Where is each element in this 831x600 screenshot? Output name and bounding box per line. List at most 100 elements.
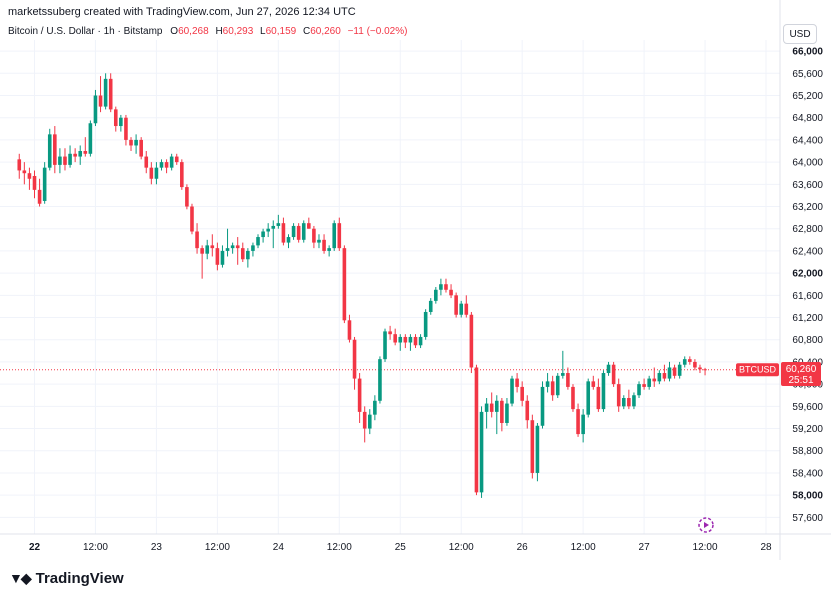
candle-body (555, 375, 560, 396)
candle (235, 237, 240, 265)
close-label: C (302, 26, 311, 37)
candle-body (561, 373, 565, 376)
candle (698, 364, 702, 374)
candle (93, 89, 98, 127)
candle (652, 367, 657, 387)
candle-body (337, 223, 342, 249)
candle (129, 137, 133, 152)
high-label: H (215, 26, 223, 37)
tradingview-logo[interactable]: ▼◆ TradingView (9, 570, 124, 587)
candle-body (672, 367, 677, 376)
candle-body (164, 162, 169, 168)
candle (571, 384, 575, 412)
candle (611, 361, 616, 387)
candle (195, 223, 199, 254)
y-tick-label: 57,600 (792, 513, 823, 524)
candle-body (403, 336, 408, 343)
candle-body (667, 367, 672, 379)
candle (555, 373, 560, 399)
candle (17, 153, 22, 179)
candle-body (347, 320, 352, 340)
candle (647, 375, 651, 390)
candle-body (317, 239, 321, 243)
candle-body (540, 386, 545, 426)
symbol-description[interactable]: Bitcoin / U.S. Dollar · 1h · Bitstamp (8, 26, 163, 37)
candle-body (449, 289, 453, 296)
candle-body (423, 311, 428, 337)
candle-body (327, 248, 331, 251)
candle (119, 114, 123, 132)
replay-icon[interactable] (698, 517, 714, 533)
candle-body (240, 248, 245, 260)
candle (428, 298, 433, 315)
candle-body (454, 295, 458, 315)
candle (469, 311, 474, 374)
candle-body (139, 139, 143, 157)
candle-body (616, 384, 621, 407)
candle (159, 159, 164, 171)
candle-body (352, 339, 357, 379)
ohlc-legend: Bitcoin / U.S. Dollar · 1h · Bitstamp O6… (8, 26, 411, 37)
candle (367, 409, 372, 435)
y-tick-label: 59,200 (792, 424, 823, 435)
y-tick-label: 62,800 (792, 224, 823, 235)
candle-body (627, 398, 631, 407)
y-tick-label: 66,000 (792, 47, 823, 58)
candle-body (393, 334, 397, 343)
candle (342, 245, 347, 324)
candle-body (515, 378, 519, 387)
x-tick-label: 12:00 (83, 542, 108, 553)
candle-layer (17, 73, 707, 498)
candle (276, 214, 281, 229)
candle (261, 228, 265, 243)
price-axis[interactable]: 57,60058,00058,40058,80059,20059,60060,0… (779, 0, 823, 560)
candle-body (124, 117, 128, 140)
y-tick-label: 64,400 (792, 135, 823, 146)
candle-body (154, 167, 159, 179)
candle (500, 398, 504, 432)
time-axis[interactable]: 22 12:00 23 12:00 24 12:00 25 12:00 26 12:00 27 12:… (0, 533, 831, 553)
y-tick-label: 64,000 (792, 158, 823, 169)
candle (317, 234, 321, 249)
candle (388, 325, 392, 340)
currency-button[interactable]: USD (783, 24, 817, 44)
candle-body (220, 250, 225, 265)
candle-body (682, 359, 687, 365)
candle-body (256, 237, 260, 246)
y-tick-label: 61,200 (792, 313, 823, 324)
candle-body (362, 411, 367, 429)
candle (418, 334, 423, 349)
candle-body (550, 381, 555, 396)
x-tick-label: 26 (517, 542, 529, 553)
candle-body (108, 78, 113, 110)
price-tag-symbol-bg (736, 363, 779, 377)
candle-body (378, 359, 382, 401)
candle (525, 395, 530, 429)
candle-body (32, 175, 37, 190)
candle (566, 367, 570, 390)
candle-body (205, 245, 210, 254)
candle-body (383, 331, 387, 360)
y-tick-label: 65,200 (792, 91, 823, 102)
y-tick-label: 59,600 (792, 402, 823, 413)
candle (393, 328, 397, 346)
candle-body (83, 151, 88, 154)
candle-body (581, 414, 585, 435)
candle (266, 223, 270, 238)
candle-body (149, 167, 154, 179)
candle-body (68, 153, 72, 165)
change-value: −11 (−0.02%) (347, 26, 408, 37)
candle-body (322, 239, 326, 251)
candle (449, 284, 453, 299)
candle (352, 336, 357, 390)
candle (98, 76, 103, 113)
candle-body (185, 187, 189, 207)
candle-body (596, 386, 601, 410)
candle (576, 403, 580, 437)
candle (373, 395, 377, 421)
candle (58, 148, 62, 174)
candle (403, 334, 408, 349)
candle-body (119, 117, 123, 127)
candle-body (657, 373, 662, 382)
